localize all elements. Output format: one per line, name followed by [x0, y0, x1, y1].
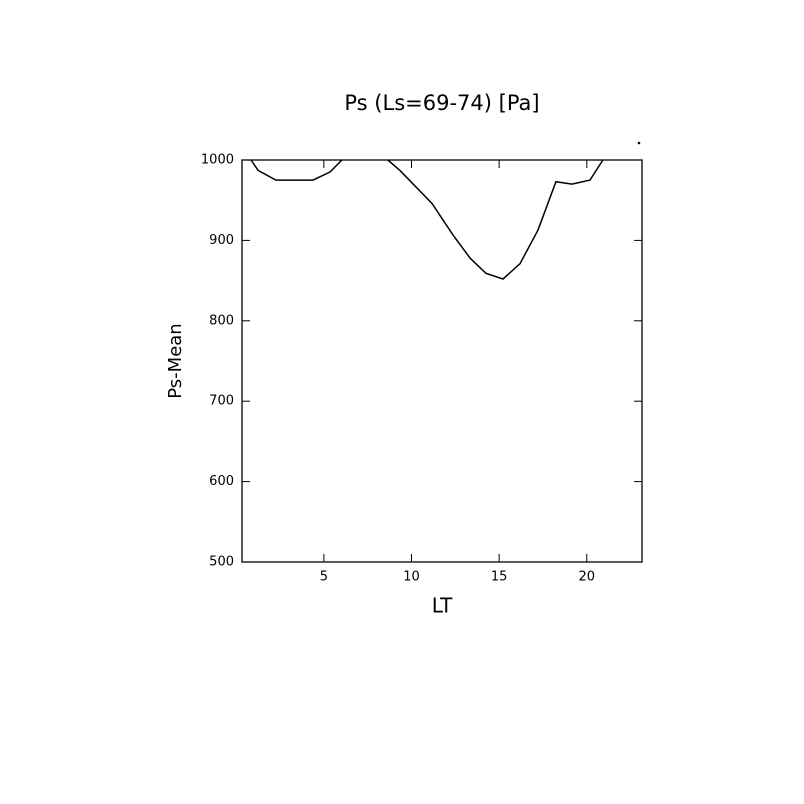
plot-frame [241, 159, 643, 563]
y-tick-label: 900 [209, 233, 234, 248]
y-tick-label: 700 [209, 394, 234, 409]
x-tick-label: 5 [320, 570, 328, 585]
x-axis-label: LT [432, 594, 453, 618]
x-tick-label: 20 [579, 570, 596, 585]
chart-title: Ps (Ls=69-74) [Pa] [344, 91, 539, 115]
x-tick-label: 15 [491, 570, 508, 585]
x-tick-label: 10 [403, 570, 420, 585]
y-tick-label: 600 [209, 474, 234, 489]
y-tick-label: 500 [209, 555, 234, 570]
y-tick-label: 1000 [201, 153, 234, 168]
data-line [250, 159, 604, 280]
marker-dot [637, 141, 641, 145]
y-tick-label: 800 [209, 313, 234, 328]
y-axis-label: Ps-Mean [165, 323, 186, 398]
